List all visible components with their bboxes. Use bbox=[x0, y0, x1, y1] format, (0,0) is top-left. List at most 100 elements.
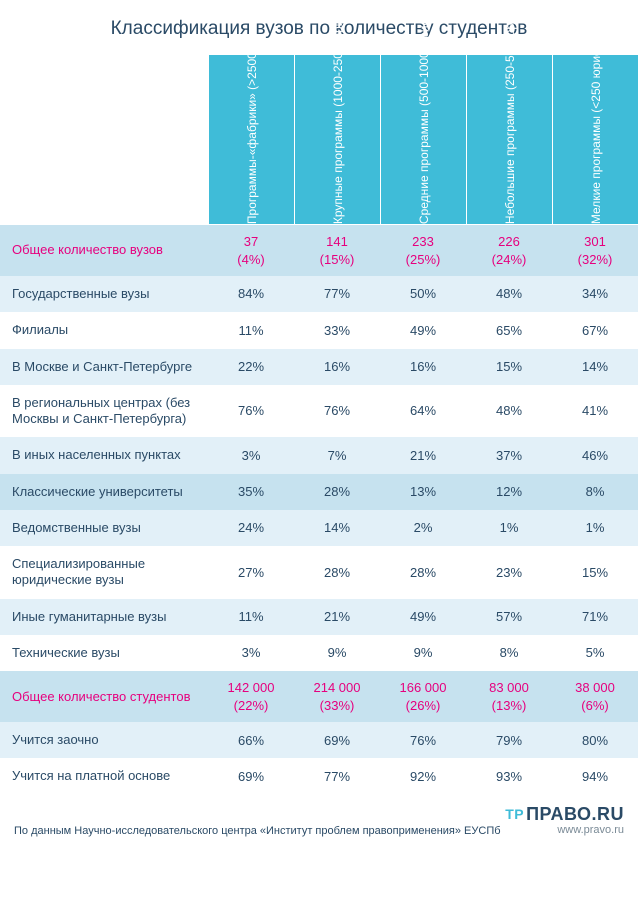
header-corner bbox=[0, 55, 208, 225]
cell: 9% bbox=[380, 635, 466, 671]
cell: 2% bbox=[380, 510, 466, 546]
row-label: Учится заочно bbox=[0, 722, 208, 758]
row-label: Общее количество вузов bbox=[0, 225, 208, 277]
cell: 64% bbox=[380, 385, 466, 438]
cell: 65% bbox=[466, 312, 552, 348]
cell: 69% bbox=[208, 758, 294, 794]
cell: 21% bbox=[294, 599, 380, 635]
cell: 46% bbox=[552, 437, 638, 473]
cell: 5% bbox=[552, 635, 638, 671]
table-row: Общее количество студентов142 000 (22%)2… bbox=[0, 671, 638, 722]
cell: 66% bbox=[208, 722, 294, 758]
cell: 28% bbox=[294, 474, 380, 510]
cell: 15% bbox=[552, 546, 638, 599]
cell: 13% bbox=[380, 474, 466, 510]
table-row: Специализированные юридические вузы27%28… bbox=[0, 546, 638, 599]
cell: 14% bbox=[552, 349, 638, 385]
cell: 48% bbox=[466, 276, 552, 312]
cell: 37 (4%) bbox=[208, 225, 294, 277]
brand-url: www.pravo.ru bbox=[505, 824, 624, 836]
cell: 9% bbox=[294, 635, 380, 671]
cell: 48% bbox=[466, 385, 552, 438]
table-row: В иных населенных пунктах3%7%21%37%46% bbox=[0, 437, 638, 473]
cell: 214 000 (33%) bbox=[294, 671, 380, 722]
cell: 76% bbox=[294, 385, 380, 438]
cell: 24% bbox=[208, 510, 294, 546]
cell: 33% bbox=[294, 312, 380, 348]
brand-name-text: ПРАВО.RU bbox=[526, 804, 624, 824]
brand-block: ТРПРАВО.RU www.pravo.ru bbox=[505, 805, 624, 837]
footer: По данным Научно-исследовательского цент… bbox=[0, 795, 638, 851]
cell: 226 (24%) bbox=[466, 225, 552, 277]
cell: 21% bbox=[380, 437, 466, 473]
cell: 49% bbox=[380, 312, 466, 348]
table-row: Технические вузы3%9%9%8%5% bbox=[0, 635, 638, 671]
header-row: Программы-«фабрики» (>2500 юристов) Круп… bbox=[0, 55, 638, 225]
col-header-label: Средние программы (500-1000 юристов) bbox=[415, 55, 431, 225]
table-row: Учится заочно66%69%76%79%80% bbox=[0, 722, 638, 758]
cell: 28% bbox=[294, 546, 380, 599]
cell: 35% bbox=[208, 474, 294, 510]
cell: 8% bbox=[466, 635, 552, 671]
col-header: Небольшие программы (250-500 юристов) bbox=[466, 55, 552, 225]
row-label: Технические вузы bbox=[0, 635, 208, 671]
col-header-label: Крупные программы (1000-2500 юристов) bbox=[329, 55, 345, 225]
cell: 76% bbox=[380, 722, 466, 758]
table-row: В Москве и Санкт-Петербурге22%16%16%15%1… bbox=[0, 349, 638, 385]
row-label: Общее количество студентов bbox=[0, 671, 208, 722]
cell: 94% bbox=[552, 758, 638, 794]
cell: 49% bbox=[380, 599, 466, 635]
cell: 84% bbox=[208, 276, 294, 312]
cell: 16% bbox=[294, 349, 380, 385]
data-table: Программы-«фабрики» (>2500 юристов) Круп… bbox=[0, 54, 638, 795]
cell: 1% bbox=[466, 510, 552, 546]
cell: 41% bbox=[552, 385, 638, 438]
col-header: Мелкие программы (<250 юристов) bbox=[552, 55, 638, 225]
cell: 37% bbox=[466, 437, 552, 473]
table-row: В региональных центрах (без Москвы и Сан… bbox=[0, 385, 638, 438]
table-row: Государственные вузы84%77%50%48%34% bbox=[0, 276, 638, 312]
cell: 3% bbox=[208, 437, 294, 473]
row-label: Иные гуманитарные вузы bbox=[0, 599, 208, 635]
cell: 8% bbox=[552, 474, 638, 510]
cell: 77% bbox=[294, 758, 380, 794]
cell: 142 000 (22%) bbox=[208, 671, 294, 722]
row-label: Учится на платной основе bbox=[0, 758, 208, 794]
cell: 1% bbox=[552, 510, 638, 546]
col-header-label: Небольшие программы (250-500 юристов) bbox=[501, 55, 517, 225]
brand-name: ТРПРАВО.RU bbox=[505, 805, 624, 825]
table-row: Филиалы11%33%49%65%67% bbox=[0, 312, 638, 348]
col-header: Средние программы (500-1000 юристов) bbox=[380, 55, 466, 225]
cell: 92% bbox=[380, 758, 466, 794]
cell: 77% bbox=[294, 276, 380, 312]
cell: 76% bbox=[208, 385, 294, 438]
row-label: Ведомственные вузы bbox=[0, 510, 208, 546]
cell: 83 000 (13%) bbox=[466, 671, 552, 722]
cell: 69% bbox=[294, 722, 380, 758]
row-label: В региональных центрах (без Москвы и Сан… bbox=[0, 385, 208, 438]
row-label: В иных населенных пунктах bbox=[0, 437, 208, 473]
page-title: Классификация вузов по количеству студен… bbox=[0, 0, 638, 54]
cell: 14% bbox=[294, 510, 380, 546]
table-row: Классические университеты35%28%13%12%8% bbox=[0, 474, 638, 510]
table-row: Учится на платной основе69%77%92%93%94% bbox=[0, 758, 638, 794]
cell: 50% bbox=[380, 276, 466, 312]
cell: 38 000 (6%) bbox=[552, 671, 638, 722]
cell: 3% bbox=[208, 635, 294, 671]
cell: 233 (25%) bbox=[380, 225, 466, 277]
cell: 23% bbox=[466, 546, 552, 599]
cell: 79% bbox=[466, 722, 552, 758]
cell: 67% bbox=[552, 312, 638, 348]
row-label: Государственные вузы bbox=[0, 276, 208, 312]
cell: 12% bbox=[466, 474, 552, 510]
col-header: Программы-«фабрики» (>2500 юристов) bbox=[208, 55, 294, 225]
col-header-label: Программы-«фабрики» (>2500 юристов) bbox=[243, 55, 259, 225]
col-header: Крупные программы (1000-2500 юристов) bbox=[294, 55, 380, 225]
cell: 93% bbox=[466, 758, 552, 794]
row-label: Филиалы bbox=[0, 312, 208, 348]
row-label: Классические университеты bbox=[0, 474, 208, 510]
cell: 71% bbox=[552, 599, 638, 635]
cell: 11% bbox=[208, 599, 294, 635]
col-header-label: Мелкие программы (<250 юристов) bbox=[587, 55, 603, 225]
cell: 15% bbox=[466, 349, 552, 385]
